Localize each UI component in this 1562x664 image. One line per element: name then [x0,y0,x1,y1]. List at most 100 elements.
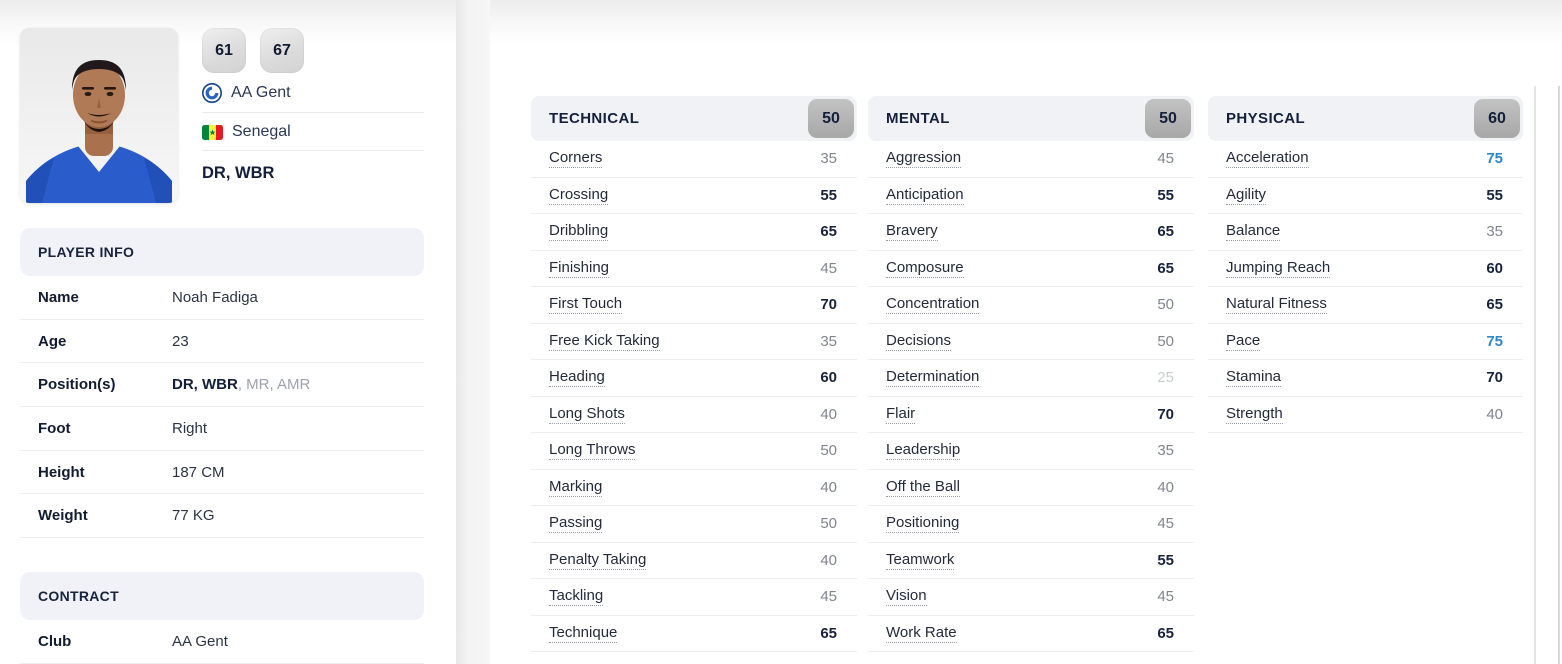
attribute-value: 65 [1157,624,1174,642]
attribute-row: Heading 60 [531,360,857,397]
attribute-label[interactable]: Dribbling [549,222,609,242]
info-label: Club [38,632,72,650]
page-scrollbar[interactable] [1558,86,1560,664]
info-value: 23 [172,332,189,350]
attribute-label[interactable]: Determination [886,368,980,388]
attribute-row: Jumping Reach 60 [1208,251,1523,287]
attribute-row: Free Kick Taking 35 [531,324,857,360]
player-sidebar: 61 67 AA Gent [0,0,456,664]
attribute-row: Stamina 70 [1208,360,1523,397]
mental-column-header: MENTAL 50 [868,96,1194,141]
attribute-label[interactable]: Marking [549,477,603,497]
attribute-row: Aggression 45 [868,141,1194,178]
attribute-label[interactable]: Finishing [549,258,610,278]
attribute-row: Anticipation 55 [868,178,1194,214]
attribute-row: Strength 40 [1208,397,1523,433]
attribute-label[interactable]: Natural Fitness [1226,295,1327,315]
attribute-label[interactable]: Passing [549,514,603,534]
attribute-value: 50 [1157,332,1174,350]
attribute-value: 60 [1486,259,1503,277]
physical-column-header: PHYSICAL 60 [1208,96,1523,141]
attribute-label[interactable]: Crossing [549,185,609,205]
info-label: Foot [38,419,71,437]
attribute-label[interactable]: Pace [1226,331,1261,351]
attribute-label[interactable]: Leadership [886,441,961,461]
contract-title: CONTRACT [38,588,119,604]
potential-ability-badge: 67 [260,28,304,73]
attribute-label[interactable]: Stamina [1226,368,1282,388]
attribute-label[interactable]: Penalty Taking [549,550,647,570]
attribute-row: Long Throws 50 [531,433,857,470]
column-title: PHYSICAL [1226,110,1306,127]
mental-column: MENTAL 50 Aggression 45 Anticipation 55 Brav… [868,96,1194,652]
main-positions: DR, WBR [202,164,275,182]
attribute-value: 40 [820,405,837,423]
attribute-row: Penalty Taking 40 [531,543,857,579]
attribute-row: Concentration 50 [868,287,1194,324]
attribute-label[interactable]: Balance [1226,222,1281,242]
info-row-height: Height 187 CM [20,451,424,495]
attribute-label[interactable]: Strength [1226,404,1283,424]
attribute-label[interactable]: Off the Ball [886,477,960,497]
panel-edge-line [1534,86,1536,664]
player-summary: 61 67 AA Gent [202,28,424,183]
attribute-row: Composure 65 [868,251,1194,287]
attribute-row: Corners 35 [531,141,857,178]
attribute-label[interactable]: Long Throws [549,441,636,461]
attribute-label[interactable]: Composure [886,258,964,278]
attribute-label[interactable]: Jumping Reach [1226,258,1331,278]
attribute-value: 45 [820,259,837,277]
attribute-label[interactable]: Anticipation [886,185,964,205]
club-row[interactable]: AA Gent [202,73,424,113]
attribute-row: Agility 55 [1208,178,1523,214]
attribute-row: Balance 35 [1208,214,1523,251]
aa-gent-crest-icon [202,83,222,103]
attribute-row: Decisions 50 [868,324,1194,360]
attribute-value: 70 [1157,405,1174,423]
attribute-row: Dribbling 65 [531,214,857,251]
attribute-value: 65 [820,624,837,642]
contract-header: CONTRACT [20,572,424,620]
attribute-label[interactable]: Technique [549,623,618,643]
attribute-label[interactable]: Free Kick Taking [549,331,660,351]
column-title: MENTAL [886,110,950,127]
attribute-label[interactable]: Corners [549,149,603,169]
attribute-value: 40 [820,478,837,496]
attribute-row: Finishing 45 [531,251,857,287]
attribute-value: 35 [820,150,837,168]
attribute-label[interactable]: Tackling [549,587,604,607]
column-average-badge: 50 [1145,99,1191,138]
info-row-name: Name Noah Fadiga [20,276,424,320]
attribute-row: Crossing 55 [531,178,857,214]
club-name: AA Gent [231,84,291,101]
attribute-label[interactable]: Work Rate [886,623,957,643]
attribute-value: 55 [1486,186,1503,204]
attribute-value: 45 [1157,588,1174,606]
attribute-row: Passing 50 [531,506,857,543]
attribute-label[interactable]: First Touch [549,295,623,315]
column-average-badge: 60 [1474,99,1520,138]
attribute-label[interactable]: Decisions [886,331,952,351]
technical-column-header: TECHNICAL 50 [531,96,857,141]
attribute-label[interactable]: Long Shots [549,404,625,424]
attribute-label[interactable]: Teamwork [886,550,955,570]
info-label: Weight [38,507,88,525]
attribute-value: 70 [820,296,837,314]
attribute-label[interactable]: Acceleration [1226,149,1309,169]
attribute-label[interactable]: Aggression [886,149,962,169]
info-value: 77 KG [172,507,215,525]
contract-club-value[interactable]: AA Gent [172,632,228,650]
attribute-row: Marking 40 [531,470,857,506]
attribute-label[interactable]: Heading [549,368,605,388]
attribute-label[interactable]: Concentration [886,295,980,315]
nation-row[interactable]: Senegal [202,113,424,151]
attribute-row: Off the Ball 40 [868,470,1194,506]
attribute-row: Leadership 35 [868,433,1194,470]
attribute-label[interactable]: Vision [886,587,927,607]
attribute-label[interactable]: Agility [1226,185,1267,205]
attribute-label[interactable]: Positioning [886,514,960,534]
attribute-label[interactable]: Flair [886,404,916,424]
attribute-label[interactable]: Bravery [886,222,938,242]
attribute-value: 35 [1157,442,1174,460]
attribute-value: 55 [1157,551,1174,569]
